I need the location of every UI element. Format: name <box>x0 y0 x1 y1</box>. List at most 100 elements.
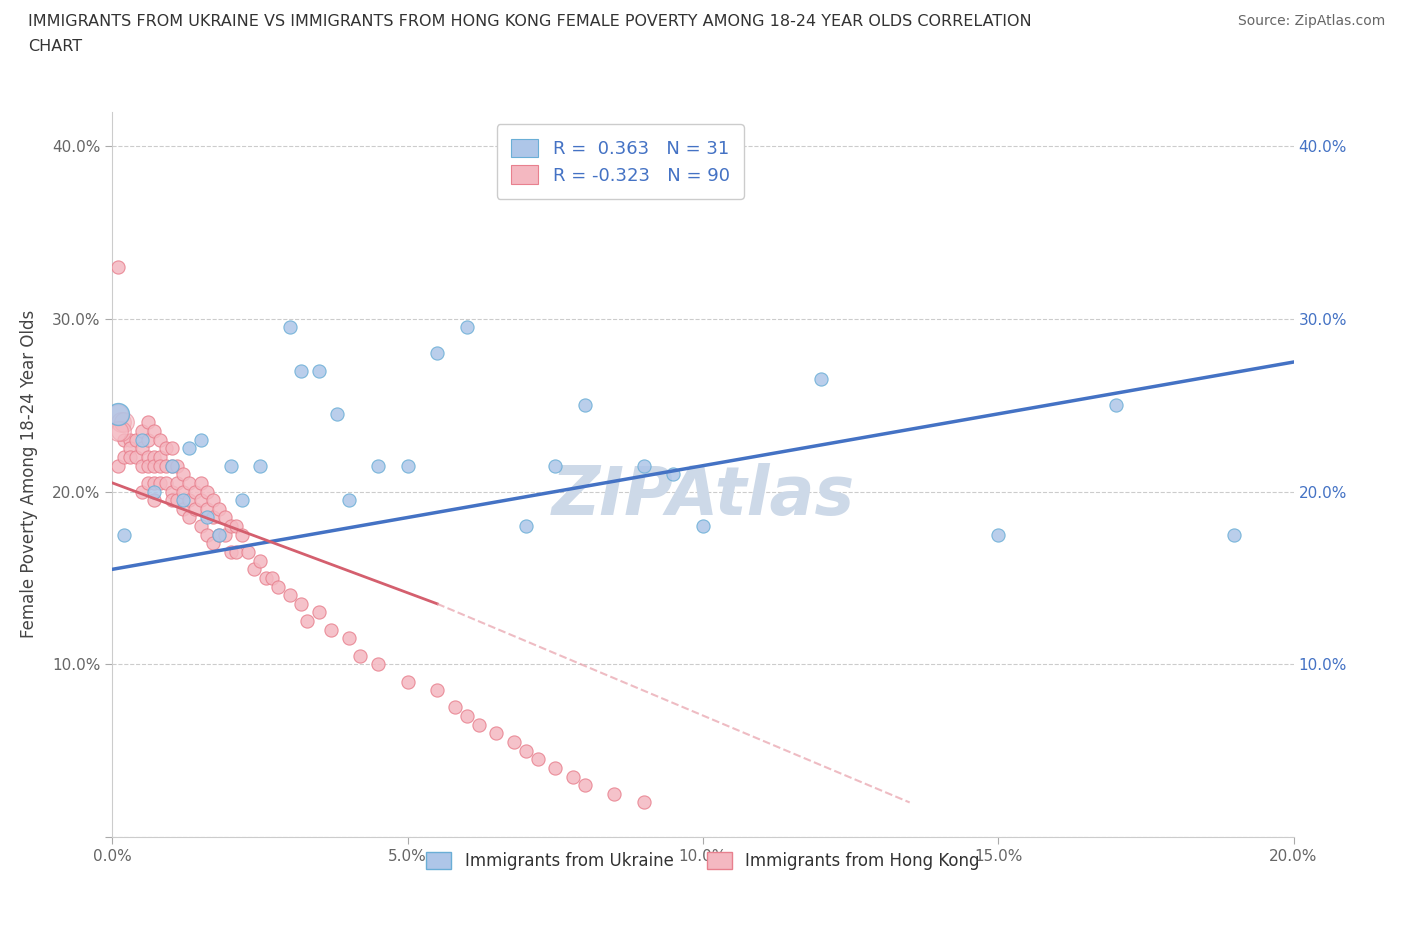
Point <box>444 700 467 715</box>
Point <box>249 458 271 473</box>
Point <box>214 527 236 542</box>
Point <box>219 519 242 534</box>
Point <box>574 777 596 792</box>
Point <box>238 545 260 560</box>
Point <box>515 743 537 758</box>
Point <box>231 493 253 508</box>
Point <box>131 424 153 439</box>
Point <box>692 519 714 534</box>
Point <box>214 510 236 525</box>
Point <box>603 787 626 802</box>
Point <box>142 458 165 473</box>
Point <box>142 493 165 508</box>
Point <box>337 631 360 645</box>
Point <box>142 424 165 439</box>
Point <box>396 458 419 473</box>
Point <box>142 449 165 464</box>
Point <box>249 553 271 568</box>
Point <box>107 424 129 439</box>
Point <box>485 726 508 741</box>
Point <box>278 588 301 603</box>
Point <box>219 545 242 560</box>
Point <box>172 493 194 508</box>
Point <box>112 415 135 430</box>
Point <box>426 346 449 361</box>
Point <box>155 441 177 456</box>
Point <box>160 485 183 499</box>
Point <box>367 458 389 473</box>
Point <box>155 475 177 490</box>
Text: CHART: CHART <box>28 39 82 54</box>
Point <box>544 458 567 473</box>
Point <box>208 501 231 516</box>
Point <box>195 510 218 525</box>
Point <box>107 259 129 274</box>
Point <box>136 458 159 473</box>
Point <box>254 570 277 585</box>
Point <box>166 458 188 473</box>
Point <box>326 406 349 421</box>
Point <box>337 493 360 508</box>
Point <box>231 527 253 542</box>
Point <box>131 485 153 499</box>
Point <box>662 467 685 482</box>
Point <box>190 475 212 490</box>
Point <box>1105 398 1128 413</box>
Point <box>987 527 1010 542</box>
Text: ZIPAtlas: ZIPAtlas <box>551 463 855 529</box>
Point <box>633 795 655 810</box>
Point <box>110 424 132 439</box>
Point <box>112 449 135 464</box>
Point <box>219 458 242 473</box>
Point <box>149 475 172 490</box>
Point <box>515 519 537 534</box>
Text: IMMIGRANTS FROM UKRAINE VS IMMIGRANTS FROM HONG KONG FEMALE POVERTY AMONG 18-24 : IMMIGRANTS FROM UKRAINE VS IMMIGRANTS FR… <box>28 14 1032 29</box>
Point <box>136 449 159 464</box>
Point <box>308 364 330 379</box>
Point <box>208 527 231 542</box>
Point <box>201 493 224 508</box>
Point <box>112 432 135 447</box>
Point <box>120 441 142 456</box>
Point <box>1223 527 1246 542</box>
Point <box>810 372 832 387</box>
Point <box>125 432 148 447</box>
Point <box>166 475 188 490</box>
Point <box>456 709 478 724</box>
Point <box>319 622 342 637</box>
Point <box>149 458 172 473</box>
Point <box>131 458 153 473</box>
Point <box>195 485 218 499</box>
Point <box>131 441 153 456</box>
Point <box>467 717 489 732</box>
Point <box>278 320 301 335</box>
Point <box>179 510 201 525</box>
Point <box>172 501 194 516</box>
Point <box>107 406 129 421</box>
Point <box>308 605 330 620</box>
Point <box>136 475 159 490</box>
Point <box>190 519 212 534</box>
Point <box>160 441 183 456</box>
Point <box>544 761 567 776</box>
Point <box>503 735 526 750</box>
Point <box>142 475 165 490</box>
Point <box>243 562 266 577</box>
Point <box>136 415 159 430</box>
Point <box>179 475 201 490</box>
Point <box>112 527 135 542</box>
Y-axis label: Female Poverty Among 18-24 Year Olds: Female Poverty Among 18-24 Year Olds <box>20 311 38 638</box>
Point <box>107 458 129 473</box>
Point <box>166 493 188 508</box>
Point <box>172 485 194 499</box>
Point <box>426 683 449 698</box>
Point <box>260 570 283 585</box>
Point <box>107 406 129 421</box>
Point <box>526 751 548 766</box>
Point <box>349 648 371 663</box>
Point <box>195 501 218 516</box>
Point <box>149 432 172 447</box>
Point <box>149 449 172 464</box>
Point <box>201 510 224 525</box>
Point <box>172 467 194 482</box>
